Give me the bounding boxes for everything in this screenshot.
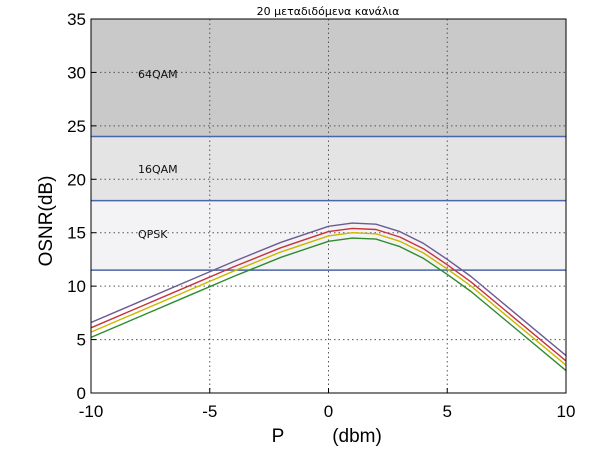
series-line-1	[90, 222, 567, 357]
y-tick-label: 25	[67, 117, 86, 136]
x-tick-label: 5	[443, 402, 452, 421]
y-tick-label: 0	[77, 384, 86, 403]
band-label-qpsk: QPSK	[138, 228, 168, 241]
y-tick-labels: 0 5 10 15 20 25 30 35	[67, 10, 96, 403]
band-labels: 64QAM 16QAM QPSK	[138, 68, 178, 241]
threshold-lines	[91, 135, 566, 271]
x-tick-label: 10	[557, 402, 576, 421]
x-axis-label-left: P	[272, 426, 285, 447]
y-tick-label: 5	[77, 331, 86, 350]
x-tick-label: 0	[324, 402, 333, 421]
series-line-4	[90, 237, 567, 372]
band-label-16qam: 16QAM	[138, 163, 178, 176]
y-tick-label: 15	[67, 224, 86, 243]
y-tick-label: 20	[67, 170, 86, 189]
band-label-64qam: 64QAM	[138, 68, 178, 81]
x-tick-labels: -10 -5 0 5 10	[79, 388, 576, 421]
y-tick-label: 10	[67, 277, 86, 296]
chart-title: 20 μεταδιδόμενα κανάλια	[257, 5, 400, 18]
y-axis-label: OSNR(dB)	[36, 176, 57, 267]
x-tick-label: -5	[202, 402, 217, 421]
series-line-2	[90, 227, 567, 362]
y-tick-label: 35	[67, 10, 86, 29]
y-tick-label: 30	[67, 63, 86, 82]
x-axis-label-right: (dbm)	[332, 426, 382, 447]
osnr-series	[90, 222, 567, 372]
x-tick-label: -10	[79, 402, 104, 421]
grid-lines	[91, 19, 566, 393]
series-line-3	[90, 231, 567, 366]
